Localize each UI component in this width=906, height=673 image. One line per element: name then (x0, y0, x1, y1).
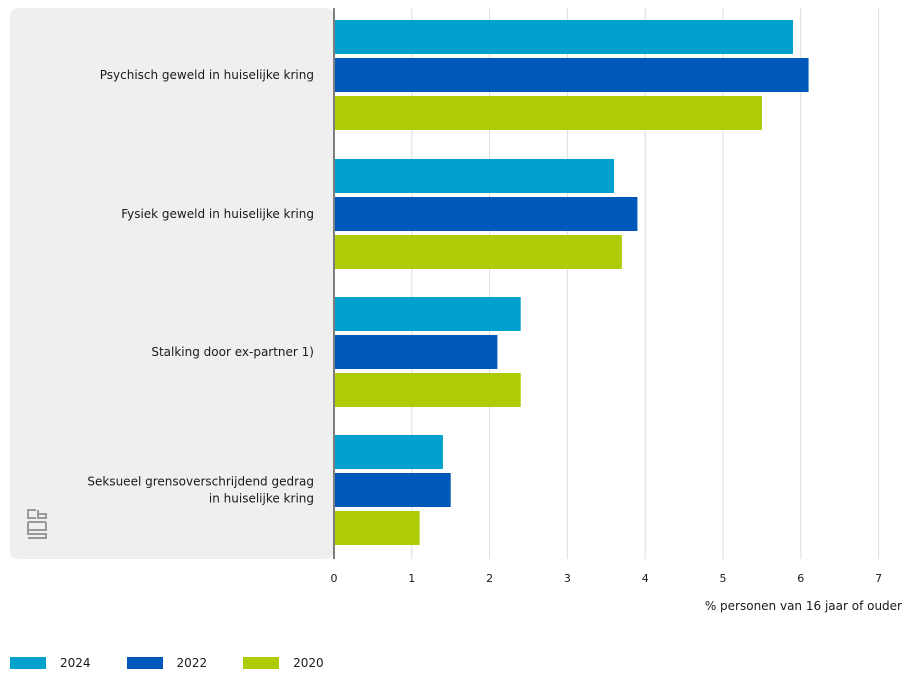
legend-swatch-2024 (10, 657, 46, 669)
x-tick-label: 0 (331, 572, 338, 585)
legend-item-2024: 2024 (10, 656, 91, 670)
category-labels: Psychisch geweld in huiselijke kring Fysi… (87, 68, 314, 506)
category-label: Stalking door ex-partner 1) (151, 345, 314, 359)
x-axis-title: % personen van 16 jaar of ouder (705, 599, 902, 613)
cbs-logo-icon (27, 509, 47, 539)
category-label: Fysiek geweld in huiselijke kring (121, 207, 314, 221)
bar-2020 (335, 511, 420, 545)
bars-group (335, 20, 809, 545)
legend: 2024 2022 2020 (10, 656, 324, 670)
category-label: Seksueel grensoverschrijdend gedrag (87, 475, 314, 489)
bar-2024 (335, 435, 443, 469)
x-tick-labels: 0 1 2 3 4 5 6 7 (331, 572, 883, 585)
x-tick-label: 2 (486, 572, 493, 585)
x-tick-label: 7 (875, 572, 882, 585)
bar-2020 (335, 373, 521, 407)
x-tick-label: 3 (564, 572, 571, 585)
legend-swatch-2020 (243, 657, 280, 669)
x-tick-label: 6 (797, 572, 804, 585)
x-tick-label: 1 (408, 572, 415, 585)
bar-2022 (335, 473, 451, 507)
legend-item-2022: 2022 (126, 656, 208, 670)
legend-label-2022: 2022 (176, 656, 208, 670)
bar-2024 (335, 159, 615, 193)
label-panel (10, 8, 334, 559)
bar-2024 (335, 20, 794, 54)
category-label: in huiselijke kring (209, 492, 314, 506)
category-label: Psychisch geweld in huiselijke kring (100, 68, 314, 82)
legend-item-2020: 2020 (243, 656, 324, 670)
bar-2022 (335, 335, 498, 369)
bar-2020 (335, 96, 762, 130)
legend-label-2024: 2024 (60, 656, 91, 670)
x-tick-label: 5 (720, 572, 727, 585)
x-tick-label: 4 (642, 572, 649, 585)
bar-2024 (335, 297, 521, 331)
bar-2022 (335, 58, 809, 92)
legend-label-2020: 2020 (293, 656, 324, 670)
bar-2022 (335, 197, 638, 231)
bar-2020 (335, 235, 622, 269)
legend-swatch-2022 (126, 657, 163, 669)
